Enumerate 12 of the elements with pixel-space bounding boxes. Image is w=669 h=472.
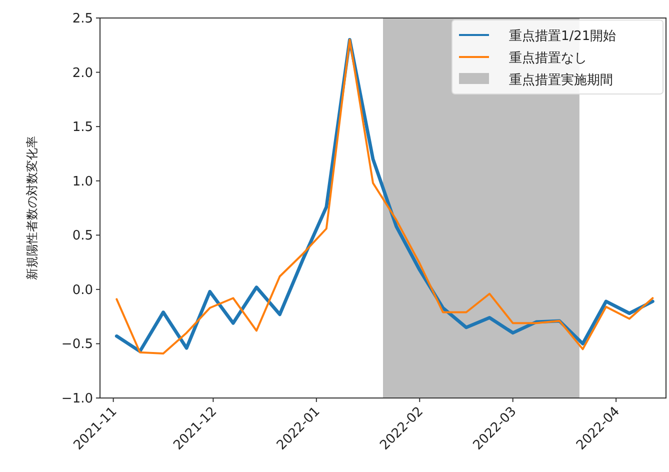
y-tick-label: 2.5: [72, 12, 93, 26]
y-axis-title: 新規陽性者数の対数変化率: [25, 136, 39, 280]
y-tick-label: 1.0: [72, 174, 93, 190]
y-tick-label: 0.0: [72, 282, 93, 298]
legend-label: 重点措置1/21開始: [509, 29, 616, 44]
y-tick-label: 1.5: [72, 120, 93, 136]
y-tick-label: −0.5: [61, 337, 93, 352]
y-tick-label: 2.0: [72, 66, 93, 81]
y-tick-label: −1.0: [61, 392, 93, 406]
y-tick-label: 0.5: [72, 228, 93, 244]
band-label: 重点措置実施期間: [509, 72, 613, 88]
legend-label: 重点措置なし: [509, 51, 587, 66]
